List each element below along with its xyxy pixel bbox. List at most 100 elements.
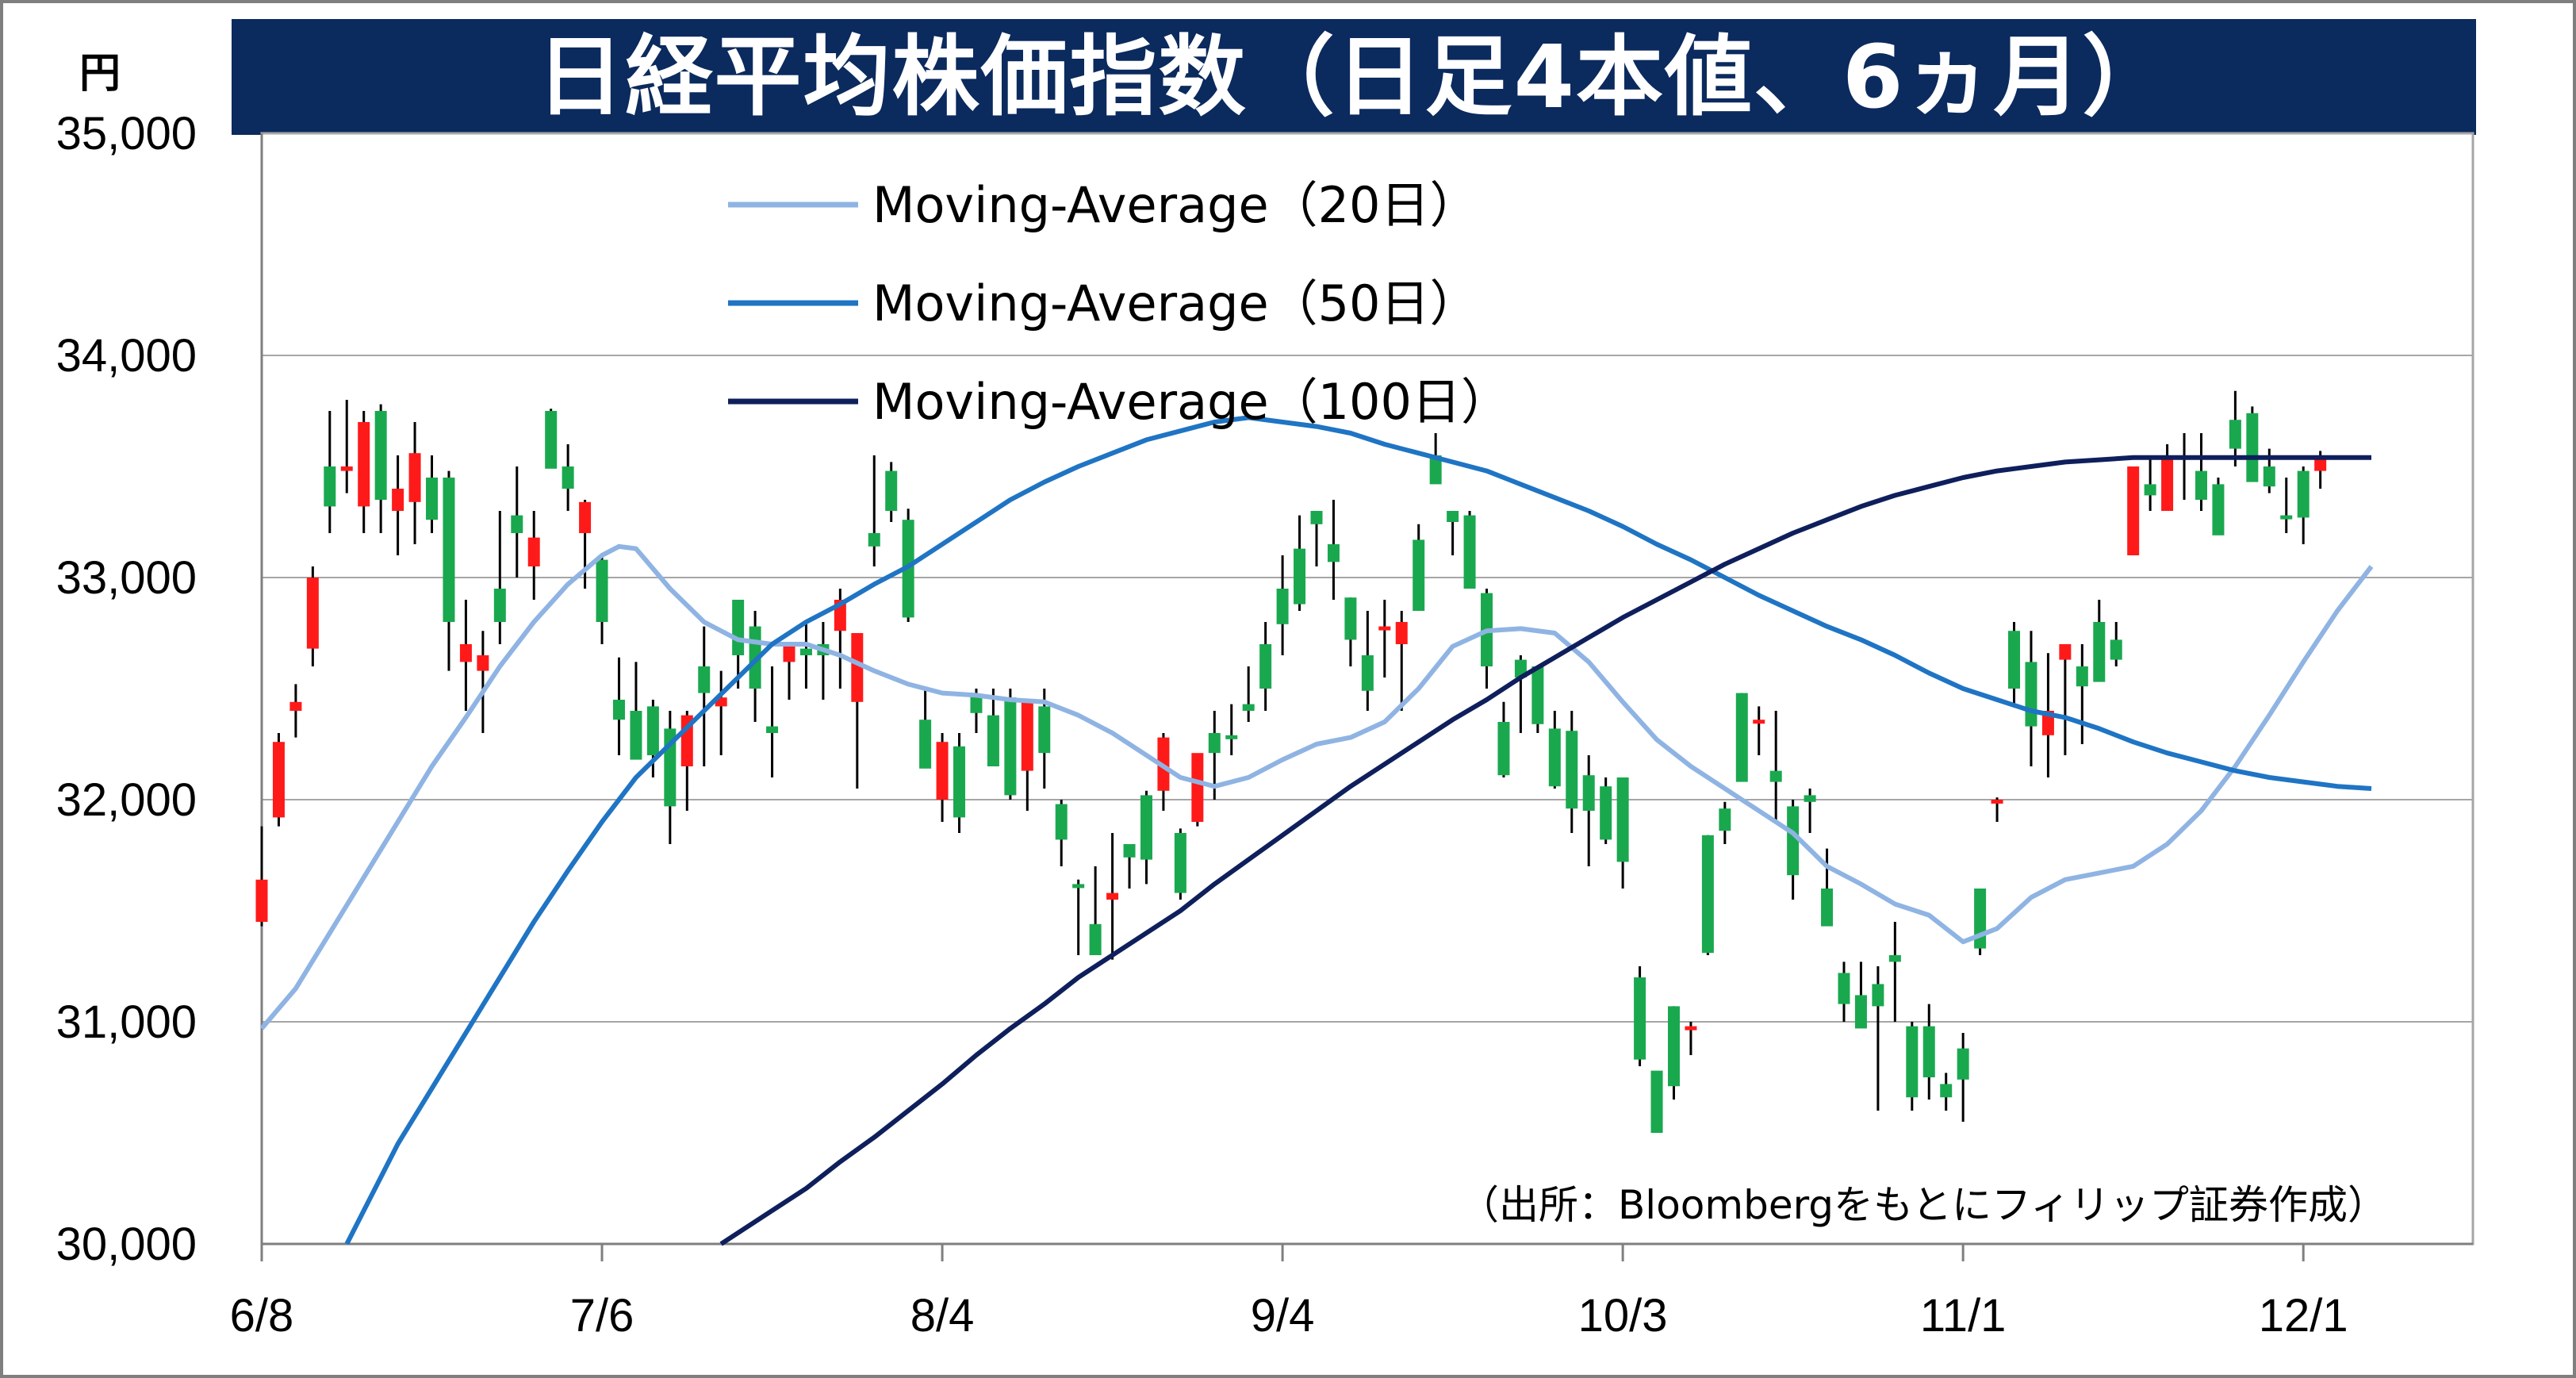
- candle-body-down: [1072, 884, 1085, 889]
- candle: [358, 411, 370, 533]
- candle: [2297, 466, 2310, 544]
- candle-body-up: [2059, 644, 2072, 660]
- candle: [646, 700, 659, 777]
- candle: [324, 411, 336, 533]
- candle: [1242, 666, 1255, 722]
- candle-body-down: [1888, 955, 1901, 962]
- candle: [340, 400, 353, 493]
- candle: [2229, 390, 2241, 466]
- candle-body-up: [1191, 753, 1204, 822]
- candle-body-down: [1582, 775, 1595, 811]
- candle-body-down: [2263, 466, 2275, 487]
- candle-body-down: [545, 411, 558, 469]
- candle-body-down: [1701, 835, 1714, 954]
- candle: [1991, 797, 2003, 822]
- candle: [1974, 889, 1987, 955]
- chart-title: 日経平均株価指数（日足4本値、6ヵ月）: [536, 26, 2172, 128]
- candle-body-down: [2093, 622, 2106, 682]
- candle-body-down: [1957, 1048, 1969, 1080]
- candle: [885, 462, 898, 522]
- candle-body-down: [1650, 1070, 1663, 1133]
- candle-body-down: [1413, 539, 1425, 611]
- candle-body-down: [2246, 413, 2259, 482]
- candle-body-down: [1719, 808, 1731, 831]
- candle-body-down: [1463, 515, 1476, 589]
- candle-body-up: [2161, 455, 2174, 511]
- candle-body-up: [1378, 626, 1391, 631]
- candle-body-down: [1922, 1026, 1935, 1077]
- candle-body-down: [1361, 655, 1374, 691]
- candle: [783, 644, 795, 700]
- legend-label: Moving-Average（100日）: [872, 373, 1510, 431]
- candle: [1174, 828, 1186, 900]
- candle-body-down: [1531, 666, 1544, 724]
- candle-body-down: [2280, 515, 2293, 520]
- moving-average-line-1: [259, 543, 2374, 1031]
- candle-body-down: [1344, 597, 1357, 640]
- candle: [1447, 511, 1459, 555]
- candle-body-up: [783, 644, 795, 662]
- candle-body-up: [392, 489, 404, 511]
- candle: [2280, 478, 2293, 533]
- candle: [1872, 966, 1884, 1111]
- candle: [1548, 711, 1561, 789]
- candle: [1021, 700, 1033, 811]
- candle: [1667, 1006, 1680, 1100]
- candle-body-down: [885, 470, 898, 511]
- title-bar: 日経平均株価指数（日足4本値、6ヵ月）: [232, 19, 2476, 135]
- candle: [1769, 711, 1782, 822]
- candle: [630, 662, 642, 760]
- source-note: （出所：Bloombergをもとにフィリップ証券作成）: [1459, 1182, 2387, 1228]
- candle-body-down: [1821, 889, 1834, 927]
- candle: [443, 470, 455, 671]
- candle: [953, 733, 966, 833]
- candle-body-up: [272, 742, 285, 818]
- candle: [2127, 466, 2140, 555]
- candle: [1600, 777, 1612, 844]
- y-tick-label: 35,000: [56, 108, 197, 159]
- candle-body-down: [698, 666, 711, 693]
- candle-body-down: [1276, 589, 1289, 624]
- candle-body-up: [340, 466, 353, 471]
- candle-body-down: [1294, 548, 1306, 605]
- candle: [2110, 622, 2122, 666]
- candle: [1531, 666, 1544, 733]
- candle-body-down: [596, 559, 608, 622]
- candle: [1413, 524, 1425, 611]
- candle: [1294, 515, 1306, 611]
- y-tick-label: 33,000: [56, 552, 197, 604]
- candle: [1922, 1004, 1935, 1100]
- candle: [987, 689, 999, 766]
- candle: [1685, 1022, 1697, 1055]
- candle: [1804, 789, 1816, 833]
- candle-body-down: [868, 533, 880, 547]
- candle: [2246, 406, 2259, 482]
- x-tick-label: 6/8: [230, 1290, 294, 1342]
- candle-body-up: [358, 422, 370, 507]
- candle-body-down: [493, 589, 506, 622]
- x-tick-label: 7/6: [570, 1290, 634, 1342]
- candle-body-down: [1174, 833, 1186, 893]
- candle-body-down: [1038, 706, 1051, 754]
- candle-body-up: [1395, 622, 1408, 644]
- candle: [459, 600, 472, 711]
- candle-body-up: [1991, 800, 2003, 804]
- candle-body-down: [324, 466, 336, 507]
- candle: [1616, 777, 1629, 889]
- candle-body-down: [732, 600, 745, 655]
- moving-average-lines: [259, 415, 2374, 1246]
- candle-body-up: [477, 655, 489, 671]
- x-tick-label: 9/4: [1251, 1290, 1315, 1342]
- legend-label: Moving-Average（20日）: [872, 176, 1479, 234]
- candle: [799, 622, 812, 689]
- candle: [851, 633, 864, 789]
- candle: [579, 500, 592, 589]
- candle-body-down: [2025, 662, 2037, 727]
- candle-body-down: [766, 726, 779, 733]
- candle: [1344, 597, 1357, 666]
- candle: [2008, 622, 2021, 704]
- candle: [2195, 433, 2207, 511]
- grid-lines: [262, 132, 2473, 1023]
- candle: [1735, 693, 1748, 782]
- y-unit-label: 円: [79, 50, 121, 98]
